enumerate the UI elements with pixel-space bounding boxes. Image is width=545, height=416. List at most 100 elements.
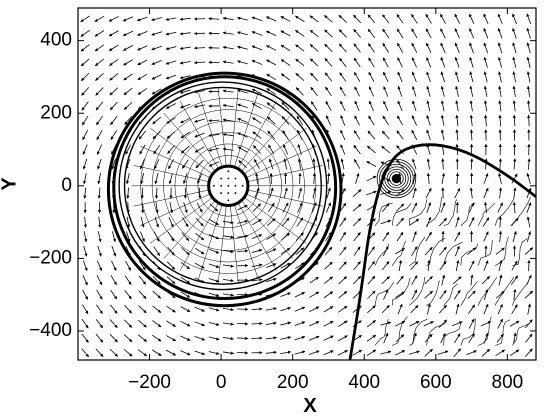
vector-arrow — [326, 187, 331, 199]
radial-contour — [139, 193, 211, 226]
radial-contour — [237, 202, 277, 271]
vector-arrow — [511, 173, 518, 184]
vector-arrow — [498, 216, 502, 228]
vector-arrow — [526, 56, 531, 68]
vector-arrow — [353, 275, 362, 285]
vector-arrow — [294, 350, 306, 355]
vector-arrow — [440, 202, 446, 213]
vector-arrow — [152, 116, 162, 125]
vector-arrow — [325, 202, 332, 213]
radial-contour — [241, 200, 294, 259]
vector-arrow — [266, 102, 276, 110]
vector-arrow — [367, 275, 376, 285]
vector-arrow — [339, 231, 346, 242]
vector-arrow — [196, 202, 203, 213]
vector-arrow — [396, 275, 404, 285]
vector-arrow — [309, 276, 319, 284]
vector-arrow — [323, 350, 334, 356]
wake-contour — [512, 281, 529, 306]
inner-contour — [151, 109, 305, 263]
wake-contour — [495, 319, 510, 346]
core-dot — [234, 177, 237, 180]
vector-arrow — [280, 350, 292, 355]
vector-arrow — [412, 85, 417, 97]
radial-contour — [163, 112, 216, 172]
vector-arrow — [81, 304, 89, 315]
vector-arrow — [123, 334, 133, 343]
vector-arrow — [526, 202, 532, 213]
vector-arrow — [411, 246, 418, 256]
vector-arrow — [237, 31, 248, 36]
vector-arrow — [426, 100, 431, 112]
vector-arrow — [424, 333, 433, 343]
wake-contour — [409, 318, 428, 346]
vector-arrow — [411, 289, 418, 300]
vector-arrow — [524, 348, 533, 358]
vector-arrow — [208, 278, 220, 283]
vector-arrow — [468, 318, 475, 329]
vector-arrow — [208, 292, 220, 297]
core-dot — [241, 184, 244, 187]
vector-arrow — [338, 290, 348, 299]
vector-arrow — [154, 187, 159, 199]
vector-arrow — [237, 249, 249, 253]
vector-arrow — [512, 100, 516, 112]
vector-arrow — [452, 321, 463, 327]
vector-arrow — [424, 246, 433, 256]
vector-arrow — [80, 58, 90, 67]
vortex-contour — [376, 158, 417, 199]
vector-arrow — [222, 264, 234, 268]
vector-arrow — [497, 56, 503, 68]
radial-contour — [244, 128, 307, 175]
y-tick-label: 0 — [61, 175, 72, 196]
core-dot — [227, 184, 230, 187]
vector-arrow — [339, 202, 347, 213]
vector-arrow — [180, 117, 191, 124]
vector-arrow — [280, 16, 291, 22]
radial-contour — [217, 88, 227, 166]
vector-arrow — [455, 100, 459, 112]
wake-contour — [460, 203, 476, 226]
vector-arrow — [297, 202, 303, 213]
vector-arrow — [426, 71, 431, 83]
vector-arrow — [208, 351, 220, 355]
vector-arrow — [194, 90, 206, 94]
vector-arrow — [512, 71, 517, 83]
vector-arrow — [266, 248, 277, 254]
vector-arrow — [310, 86, 318, 96]
vector-arrow — [412, 100, 417, 112]
vector-arrow — [222, 45, 234, 50]
vector-arrow — [280, 44, 291, 52]
vector-arrow — [295, 58, 305, 67]
vector-arrow — [180, 291, 191, 298]
vector-arrow — [179, 17, 191, 21]
vector-arrow — [367, 145, 376, 154]
wake-contour — [494, 198, 515, 226]
vector-arrow — [96, 130, 103, 141]
vector-arrow — [495, 349, 506, 356]
vector-arrow — [265, 350, 277, 355]
vector-arrow — [295, 15, 305, 23]
vector-arrow — [383, 71, 389, 83]
vector-arrow — [526, 85, 531, 97]
vector-arrow — [323, 320, 334, 327]
vector-arrow — [440, 333, 446, 344]
vector-arrow — [483, 303, 489, 315]
vector-arrow — [280, 306, 291, 312]
vector-arrow — [152, 275, 161, 285]
vector-arrow — [251, 234, 263, 239]
vector-arrow — [109, 334, 118, 343]
vector-arrow — [411, 14, 418, 24]
vector-arrow — [441, 172, 446, 184]
vector-arrow — [108, 30, 119, 37]
core-dot — [227, 192, 230, 194]
vector-arrow — [193, 46, 206, 50]
vector-arrow — [354, 100, 360, 112]
vector-arrow — [339, 246, 347, 256]
vector-arrow — [82, 158, 88, 170]
vector-arrow — [280, 262, 291, 269]
wake-contour — [477, 277, 497, 306]
vector-arrow — [426, 216, 432, 228]
radial-contour — [247, 165, 323, 182]
vector-arrow — [395, 350, 406, 356]
